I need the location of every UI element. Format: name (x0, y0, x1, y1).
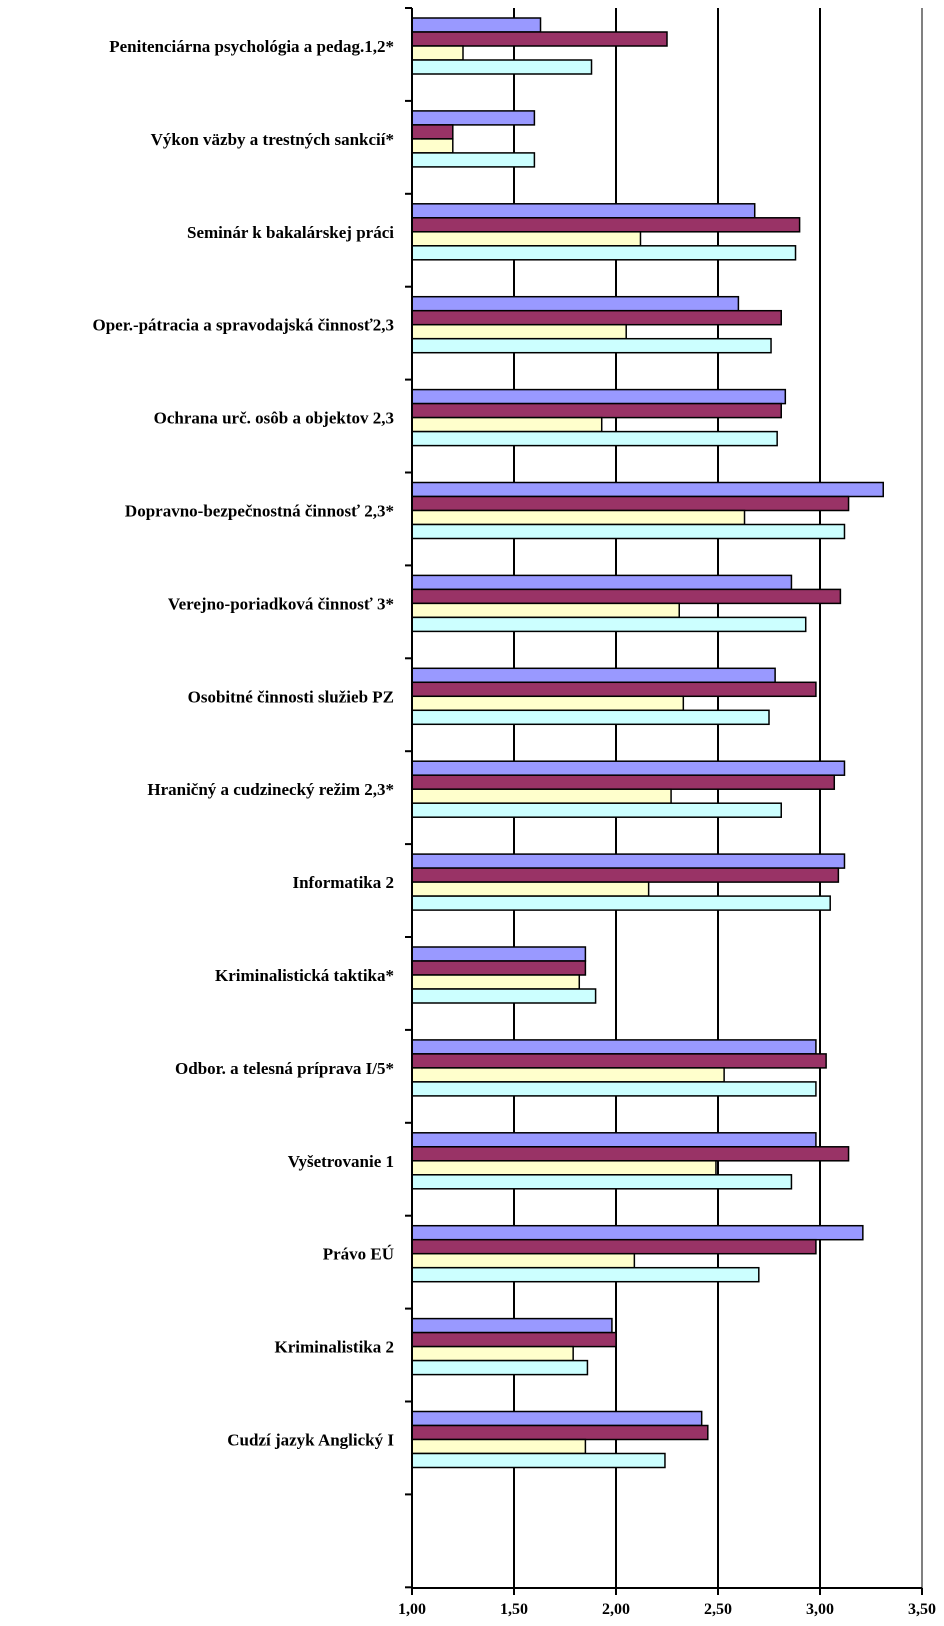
bar-1-series-1 (411, 17, 542, 33)
bar-1-series-3 (411, 45, 464, 61)
category-label-3: Seminár k bakalárskej práci (187, 223, 394, 242)
bar-7-series-4 (411, 616, 807, 633)
bar-9-series-2 (411, 774, 836, 790)
category-labels: Penitenciárna psychológia a pedag.1,2* Vý… (92, 37, 394, 1450)
bar-4-series-2 (411, 309, 782, 326)
bar-5-series-2 (411, 402, 782, 419)
bar-15-series-1 (411, 1317, 613, 1334)
bar-9-series-1 (411, 760, 846, 776)
bar-8-series-4 (411, 709, 770, 726)
category-label-1: Penitenciárna psychológia a pedag.1,2* (109, 37, 394, 56)
bar-14-series-4 (411, 1266, 760, 1283)
bar-13-series-3 (411, 1160, 717, 1176)
bar-6-series-1 (411, 481, 884, 498)
bar-5-series-3 (411, 416, 603, 433)
bar-6-series-4 (411, 523, 846, 540)
category-label-9: Hraničný a cudzinecký režim 2,3* (147, 780, 394, 799)
axes (405, 7, 923, 1595)
x-tick-label-1: 1,50 (500, 1601, 528, 1618)
category-label-6: Dopravno-bezpečnostná činnosť 2,3* (125, 502, 394, 521)
bar-4-series-4 (411, 337, 772, 354)
bar-12-series-3 (411, 1067, 725, 1083)
category-label-7: Verejno-poriadková činnosť 3* (168, 594, 394, 613)
category-label-14: Právo EÚ (323, 1245, 394, 1264)
bar-7-series-2 (411, 588, 842, 605)
bar-9-series-4 (411, 802, 782, 818)
bar-8-series-1 (411, 667, 776, 684)
bar-3-series-1 (411, 203, 756, 219)
bar-15-series-3 (411, 1345, 574, 1362)
bar-1-series-4 (411, 59, 593, 75)
bar-11-series-1 (411, 946, 587, 962)
bar-13-series-1 (411, 1132, 817, 1148)
bar-11-series-3 (411, 974, 581, 990)
bar-7-series-1 (411, 574, 793, 591)
bar-12-series-1 (411, 1039, 817, 1055)
bar-10-series-2 (411, 867, 840, 883)
bar-11-series-4 (411, 988, 597, 1004)
bar-1-series-2 (411, 31, 668, 47)
bar-4-series-3 (411, 323, 627, 340)
bar-6-series-2 (411, 495, 850, 512)
bar-2-series-4 (411, 152, 536, 168)
x-tick-label-2: 2,00 (602, 1601, 630, 1618)
bar-16-series-4 (411, 1452, 666, 1469)
bar-14-series-3 (411, 1252, 636, 1269)
bars (411, 17, 884, 1469)
bar-11-series-2 (411, 960, 587, 976)
bar-5-series-4 (411, 430, 778, 447)
bar-15-series-2 (411, 1331, 617, 1348)
bar-3-series-2 (411, 217, 801, 233)
category-label-13: Vyšetrovanie 1 (288, 1152, 394, 1171)
bar-2-series-1 (411, 110, 536, 126)
x-tick-label-0: 1,00 (398, 1601, 426, 1618)
bar-14-series-2 (411, 1238, 817, 1255)
bar-15-series-4 (411, 1359, 589, 1376)
x-tick-label-3: 2,50 (704, 1601, 732, 1618)
bar-2-series-2 (411, 124, 454, 140)
bar-8-series-2 (411, 681, 817, 698)
category-label-11: Kriminalistická taktika* (215, 966, 394, 985)
bar-4-series-1 (411, 295, 740, 312)
bar-5-series-1 (411, 388, 787, 405)
bar-8-series-3 (411, 695, 685, 712)
bar-12-series-2 (411, 1053, 827, 1069)
bar-10-series-3 (411, 881, 650, 897)
category-label-5: Ochrana urč. osôb a objektov 2,3 (154, 409, 394, 428)
category-label-15: Kriminalistika 2 (275, 1338, 394, 1357)
category-label-2: Výkon väzby a trestných sankcií* (151, 130, 394, 149)
bar-16-series-1 (411, 1410, 703, 1427)
category-label-4: Oper.-pátracia a spravodajská činnosť2,3 (92, 316, 394, 335)
bar-7-series-3 (411, 602, 680, 619)
bar-2-series-3 (411, 138, 454, 154)
category-label-12: Odbor. a telesná príprava I/5* (175, 1059, 394, 1078)
bar-13-series-4 (411, 1174, 793, 1190)
bar-12-series-4 (411, 1081, 817, 1097)
bar-10-series-1 (411, 853, 846, 869)
bar-16-series-3 (411, 1438, 587, 1455)
bar-6-series-3 (411, 509, 746, 526)
bar-9-series-3 (411, 788, 672, 804)
bar-16-series-2 (411, 1424, 709, 1441)
bar-3-series-3 (411, 231, 642, 247)
bar-13-series-2 (411, 1146, 850, 1162)
bar-10-series-4 (411, 895, 831, 911)
category-label-10: Informatika 2 (292, 873, 394, 892)
x-tick-label-5: 3,50 (908, 1601, 936, 1618)
x-tick-labels: 1,00 1,50 2,00 2,50 3,00 3,50 (398, 1601, 936, 1618)
bar-14-series-1 (411, 1224, 864, 1241)
bar-3-series-4 (411, 245, 797, 261)
x-tick-label-4: 3,00 (806, 1601, 834, 1618)
category-label-8: Osobitné činnosti služieb PZ (188, 687, 394, 706)
category-label-16: Cudzí jazyk Anglický I (227, 1431, 394, 1450)
